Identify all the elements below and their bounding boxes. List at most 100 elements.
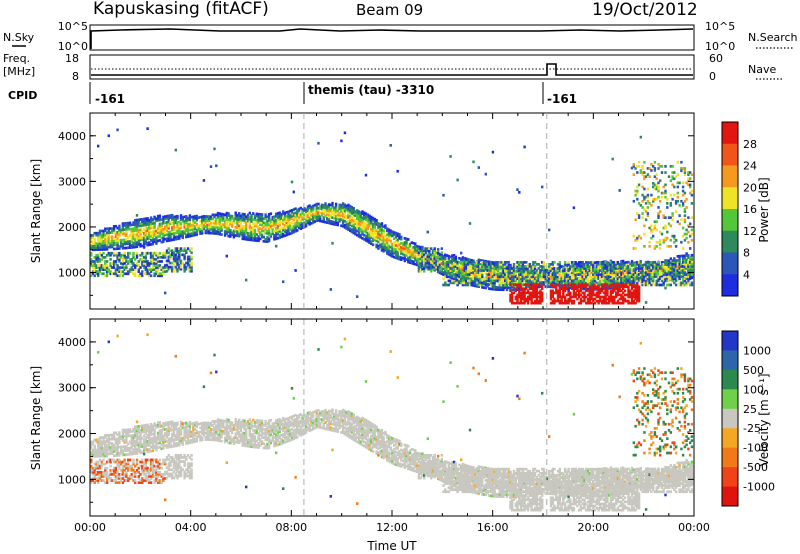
power-cell — [535, 287, 539, 291]
power-cell — [556, 291, 560, 295]
power-cell — [586, 261, 590, 264]
power-cell — [97, 242, 100, 245]
power-cell — [308, 210, 311, 214]
power-cell — [264, 240, 267, 243]
power-cell — [121, 224, 125, 228]
power-cell — [407, 256, 410, 260]
power-cell — [232, 217, 236, 220]
power-cell — [326, 217, 329, 220]
power-cell — [408, 257, 412, 260]
power-cell — [349, 223, 352, 226]
power-cell — [282, 232, 285, 236]
power-cell — [593, 267, 597, 271]
power-cell — [354, 210, 357, 213]
power-cell — [391, 248, 394, 252]
power-cell — [248, 238, 251, 242]
power-cell — [267, 213, 271, 216]
power-cell — [456, 283, 459, 287]
power-cell — [296, 212, 299, 216]
power-cell — [229, 220, 232, 224]
power-cell — [593, 271, 597, 274]
power-cell — [600, 295, 604, 299]
power-cell — [290, 221, 294, 224]
power-cell — [370, 215, 373, 219]
power-cell — [444, 274, 447, 277]
power-cell — [111, 229, 114, 232]
power-cell — [158, 226, 162, 230]
power-cell — [578, 291, 581, 295]
power-cell — [578, 295, 581, 299]
power-cell — [169, 214, 172, 217]
nave-tick-top: 60 — [709, 52, 723, 65]
power-cell — [528, 275, 532, 279]
power-cell — [149, 234, 153, 238]
power-cell — [581, 267, 584, 270]
power-cell — [246, 213, 250, 217]
power-cell — [176, 259, 179, 263]
power-cell — [178, 224, 181, 228]
power-cell — [361, 228, 364, 232]
power-cell — [555, 285, 558, 289]
power-cell — [334, 208, 338, 212]
power-cell — [142, 246, 146, 249]
power-cell — [153, 272, 156, 276]
power-cell — [514, 295, 517, 299]
power-cell — [208, 225, 211, 229]
power-cell — [153, 223, 156, 227]
power-cell — [611, 279, 614, 283]
power-cell — [97, 258, 100, 261]
power-cell — [176, 231, 179, 234]
power-cell — [525, 273, 528, 276]
power-cell — [567, 285, 570, 289]
power-cell — [641, 206, 644, 209]
power-cell — [643, 171, 646, 174]
power-cell — [188, 259, 192, 263]
power-cell — [366, 223, 369, 227]
power-cell — [389, 233, 392, 237]
power-cell — [137, 220, 140, 224]
power-cell — [551, 261, 554, 264]
power-cell — [162, 215, 165, 219]
power-cell — [572, 283, 576, 286]
power-cell — [91, 262, 95, 265]
power-cell — [519, 299, 523, 303]
power-cell — [128, 251, 132, 255]
power-cell — [428, 260, 431, 263]
power-cell — [652, 199, 655, 203]
power-cell — [618, 189, 621, 192]
power-cell — [151, 220, 155, 223]
power-cell — [548, 279, 551, 283]
power-cell — [315, 219, 318, 222]
power-cell — [430, 259, 433, 263]
power-cell — [245, 231, 248, 235]
power-cell — [533, 279, 537, 283]
power-cell — [442, 263, 445, 266]
power-cell — [104, 274, 107, 278]
power-cell — [472, 281, 475, 285]
power-cell — [586, 281, 590, 285]
power-cell — [371, 237, 375, 240]
power-cell — [472, 265, 475, 269]
power-cell — [627, 275, 630, 279]
power-cell — [525, 283, 528, 286]
power-cell — [627, 287, 630, 291]
power-cell — [95, 256, 98, 259]
power-cell — [410, 261, 413, 265]
power-cell — [604, 267, 607, 270]
power-cell — [636, 281, 639, 285]
power-cell — [523, 275, 526, 278]
power-cell — [278, 221, 281, 225]
power-cell — [412, 260, 415, 263]
power-cell — [151, 253, 155, 257]
power-cell — [648, 281, 651, 285]
power-cell — [555, 299, 558, 303]
power-cell — [179, 216, 183, 219]
power-cell — [602, 260, 605, 264]
power-cell — [423, 263, 426, 267]
power-cell — [474, 284, 477, 288]
power-cell — [294, 215, 297, 219]
power-cell — [301, 218, 304, 221]
power-cell — [597, 295, 600, 299]
power-cell — [243, 217, 246, 220]
power-cell — [526, 281, 530, 285]
